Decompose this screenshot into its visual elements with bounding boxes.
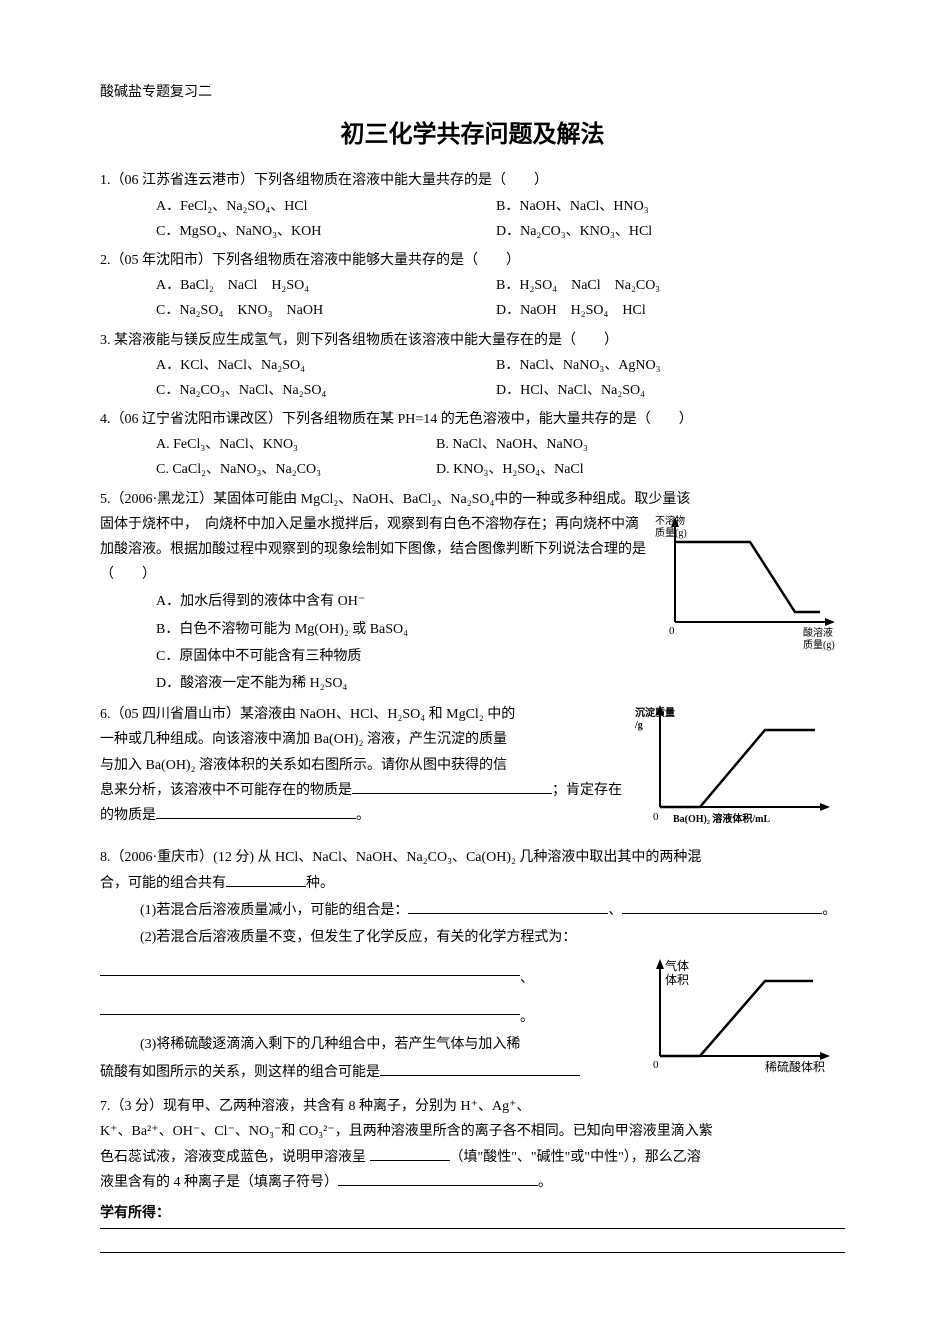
question-3: 3. 某溶液能与镁反应生成氢气，则下列各组物质在该溶液中能大量存在的是（ ） A…	[100, 328, 845, 404]
q4-option-d: D. KNO₃、H₂SO₄、NaCl	[436, 457, 845, 482]
q5-stem-line1: 5.（2006·黑龙江）某固体可能由 MgCl₂、NaOH、BaCl₂、Na₂S…	[100, 487, 845, 512]
q8-sub1: (1)若混合后溶液质量减小，可能的组合是： 、 。	[100, 898, 845, 923]
q8-sub2-end: 。	[520, 1010, 534, 1025]
q5-xlabel1: 酸溶液	[803, 626, 833, 639]
question-5: 5.（2006·黑龙江）某固体可能由 MgCl₂、NaOH、BaCl₂、Na₂S…	[100, 487, 845, 699]
q8-blank-1a[interactable]	[408, 898, 608, 914]
q8-origin: 0	[653, 1059, 659, 1071]
q8-ylabel2: 体积	[665, 973, 689, 987]
q7-line3: 色石蕊试液，溶液变成蓝色，说明甲溶液呈 （填"酸性"、"碱性"或"中性"），那么…	[100, 1145, 845, 1170]
q1-stem: 1.（06 江苏省连云港市）下列各组物质在溶液中能大量共存的是（ ）	[100, 168, 845, 193]
q8-blank-eq2[interactable]	[100, 997, 520, 1015]
q5-xlabel2: 质量(g)	[803, 639, 835, 651]
q7-line4: 液里含有的 4 种离子是（填离子符号） 。	[100, 1170, 845, 1195]
question-1: 1.（06 江苏省连云港市）下列各组物质在溶液中能大量共存的是（ ） A．FeC…	[100, 168, 845, 244]
q7-line1: 7.（3 分）现有甲、乙两种溶液，共含有 8 种离子，分别为 H⁺、Ag⁺、	[100, 1094, 845, 1119]
q5-option-d: D．酸溶液一定不能为稀 H₂SO₄	[156, 671, 845, 696]
q1-option-a: A．FeCl₂、Na₂SO₄、HCl	[156, 194, 496, 219]
q6-graph: 0 沉淀质量 /g Ba(OH)₂ 溶液体积/mL	[635, 702, 845, 841]
q6-line5-b: 。	[356, 808, 370, 823]
q5-origin: 0	[669, 625, 675, 637]
q6-origin: 0	[653, 811, 659, 823]
question-2: 2.（05 年沈阳市）下列各组物质在溶液中能够大量共存的是（ ） A．BaCl₂…	[100, 248, 845, 324]
q7-line4-a: 液里含有的 4 种离子是（填离子符号）	[100, 1175, 338, 1190]
q8-sub1-sep: 、	[608, 903, 622, 918]
q3-option-c: C．Na₂CO₃、NaCl、Na₂SO₄	[156, 378, 496, 403]
q8-blank-1b[interactable]	[622, 898, 822, 914]
learning-gains-row: 学有所得：	[100, 1201, 845, 1229]
q4-option-b: B. NaCl、NaOH、NaNO₃	[436, 432, 845, 457]
q8-xlabel: 稀硫酸体积	[765, 1059, 825, 1074]
q8-stem2-b: 种。	[306, 876, 334, 891]
q2-stem: 2.（05 年沈阳市）下列各组物质在溶液中能够大量共存的是（ ）	[100, 248, 845, 273]
q7-blank-2[interactable]	[338, 1170, 538, 1186]
q1-option-d: D．Na₂CO₃、KNO₃、HCl	[496, 219, 845, 244]
q5-ylabel2: 质量(g)	[655, 527, 687, 539]
q3-option-d: D．HCl、NaCl、Na₂SO₄	[496, 378, 845, 403]
q6-line4-a: 息来分析，该溶液中不可能存在的物质是	[100, 783, 352, 798]
q3-option-a: A．KCl、NaCl、Na₂SO₄	[156, 353, 496, 378]
q2-option-d: D．NaOH H₂SO₄ HCl	[496, 298, 845, 323]
q1-option-c: C．MgSO₄、NaNO₃、KOH	[156, 219, 496, 244]
q6-line5-a: 的物质是	[100, 808, 156, 823]
q6-line4-b: ；肯定存在	[552, 783, 622, 798]
question-6: 0 沉淀质量 /g Ba(OH)₂ 溶液体积/mL 6.（05 四川省眉山市）某…	[100, 702, 845, 841]
q2-option-a: A．BaCl₂ NaCl H₂SO₄	[156, 273, 496, 298]
q4-option-c: C. CaCl₂、NaNO₃、Na₂CO₃	[156, 457, 436, 482]
q8-ylabel1: 气体	[665, 958, 689, 973]
q8-stem2: 合，可能的组合共有 种。	[100, 871, 845, 896]
q3-option-b: B．NaCl、NaNO₃、AgNO₃	[496, 353, 845, 378]
q6-xlabel: Ba(OH)₂ 溶液体积/mL	[673, 812, 770, 825]
q7-line4-b: 。	[538, 1175, 552, 1190]
q7-line3-a: 色石蕊试液，溶液变成蓝色，说明甲溶液呈	[100, 1150, 370, 1165]
learning-gains-blank[interactable]	[100, 1233, 845, 1253]
q7-blank-1[interactable]	[370, 1145, 450, 1161]
q8-stem1: 8.（2006·重庆市）(12 分) 从 HCl、NaCl、NaOH、Na₂CO…	[100, 845, 845, 870]
q6-blank-2[interactable]	[156, 803, 356, 819]
q4-option-a: A. FeCl₃、NaCl、KNO₃	[156, 432, 436, 457]
q7-line2: K⁺、Ba²⁺、OH⁻、Cl⁻、NO₃⁻和 CO₃²⁻，且两种溶液里所含的离子各…	[100, 1119, 845, 1144]
q1-option-b: B．NaOH、NaCl、HNO₃	[496, 194, 845, 219]
q3-stem: 3. 某溶液能与镁反应生成氢气，则下列各组物质在该溶液中能大量存在的是（ ）	[100, 328, 845, 353]
q4-stem: 4.（06 辽宁省沈阳市课改区）下列各组物质在某 PH=14 的无色溶液中，能大…	[100, 407, 845, 432]
q6-blank-1[interactable]	[352, 778, 552, 794]
q2-option-c: C．Na₂SO₄ KNO₃ NaOH	[156, 298, 496, 323]
q8-sub1-end: 。	[822, 903, 836, 918]
question-4: 4.（06 辽宁省沈阳市课改区）下列各组物质在某 PH=14 的无色溶液中，能大…	[100, 407, 845, 483]
q8-graph: 0 气体 体积 稀硫酸体积	[635, 956, 845, 1090]
q2-option-b: B．H₂SO₄ NaCl Na₂CO₃	[496, 273, 845, 298]
q6-ylabel2: /g	[635, 720, 643, 731]
q7-line3-b: （填"酸性"、"碱性"或"中性"），那么乙溶	[450, 1150, 701, 1165]
q5-graph: 0 不溶物 质量(g) 酸溶液 质量(g)	[655, 512, 845, 661]
question-7: 7.（3 分）现有甲、乙两种溶液，共含有 8 种离子，分别为 H⁺、Ag⁺、 K…	[100, 1094, 845, 1195]
q8-sub2: (2)若混合后溶液质量不变，但发生了化学反应，有关的化学方程式为：	[100, 925, 845, 950]
question-8: 8.（2006·重庆市）(12 分) 从 HCl、NaCl、NaOH、Na₂CO…	[100, 845, 845, 1090]
q8-sub2-sep: 、	[520, 971, 534, 986]
q8-stem2-a: 合，可能的组合共有	[100, 876, 226, 891]
q5-ylabel1: 不溶物	[655, 514, 685, 527]
worksheet-subtitle: 酸碱盐专题复习二	[100, 80, 845, 105]
q8-blank-eq1[interactable]	[100, 958, 520, 976]
q8-sub1-a: (1)若混合后溶液质量减小，可能的组合是：	[140, 903, 408, 918]
q8-sub3-b: 硫酸有如图所示的关系，则这样的组合可能是	[100, 1065, 380, 1080]
q6-ylabel1: 沉淀质量	[635, 706, 675, 719]
q8-blank-3[interactable]	[380, 1060, 580, 1076]
worksheet-title: 初三化学共存问题及解法	[100, 113, 845, 156]
learning-gains-label: 学有所得：	[100, 1206, 170, 1221]
q8-blank-count[interactable]	[226, 871, 306, 887]
